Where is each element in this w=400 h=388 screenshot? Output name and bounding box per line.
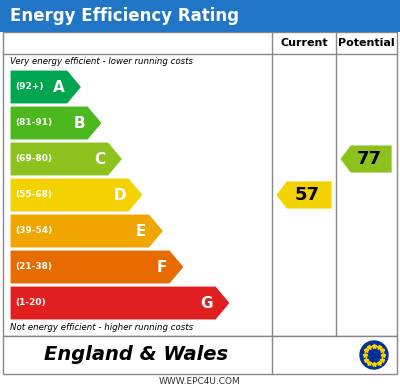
Circle shape xyxy=(360,341,388,369)
Text: England & Wales: England & Wales xyxy=(44,345,228,364)
Polygon shape xyxy=(10,214,164,248)
Text: Very energy efficient - lower running costs: Very energy efficient - lower running co… xyxy=(10,57,193,66)
Text: Potential: Potential xyxy=(338,38,394,48)
Text: B: B xyxy=(73,116,85,130)
Text: (69-80): (69-80) xyxy=(15,154,52,163)
Text: F: F xyxy=(156,260,167,274)
Text: 77: 77 xyxy=(357,150,382,168)
Text: (55-68): (55-68) xyxy=(15,191,52,199)
Polygon shape xyxy=(10,106,102,140)
Text: Not energy efficient - higher running costs: Not energy efficient - higher running co… xyxy=(10,324,193,333)
Text: G: G xyxy=(200,296,213,310)
Bar xyxy=(3,32,397,336)
Text: (39-54): (39-54) xyxy=(15,227,52,236)
Bar xyxy=(3,336,397,374)
Text: A: A xyxy=(53,80,64,95)
Polygon shape xyxy=(10,286,230,320)
Polygon shape xyxy=(10,178,143,212)
Polygon shape xyxy=(10,70,82,104)
Text: C: C xyxy=(94,151,105,166)
Polygon shape xyxy=(10,250,184,284)
Text: (81-91): (81-91) xyxy=(15,118,52,128)
Bar xyxy=(0,0,400,32)
Polygon shape xyxy=(276,181,332,209)
Text: Current: Current xyxy=(280,38,328,48)
Text: Energy Efficiency Rating: Energy Efficiency Rating xyxy=(10,7,239,25)
Polygon shape xyxy=(10,142,123,176)
Text: (1-20): (1-20) xyxy=(15,298,46,308)
Text: (21-38): (21-38) xyxy=(15,263,52,272)
Text: D: D xyxy=(113,187,126,203)
Text: WWW.EPC4U.COM: WWW.EPC4U.COM xyxy=(159,376,241,386)
Text: (92+): (92+) xyxy=(15,83,44,92)
Text: 57: 57 xyxy=(295,186,320,204)
Polygon shape xyxy=(340,145,392,173)
Text: E: E xyxy=(136,223,146,239)
